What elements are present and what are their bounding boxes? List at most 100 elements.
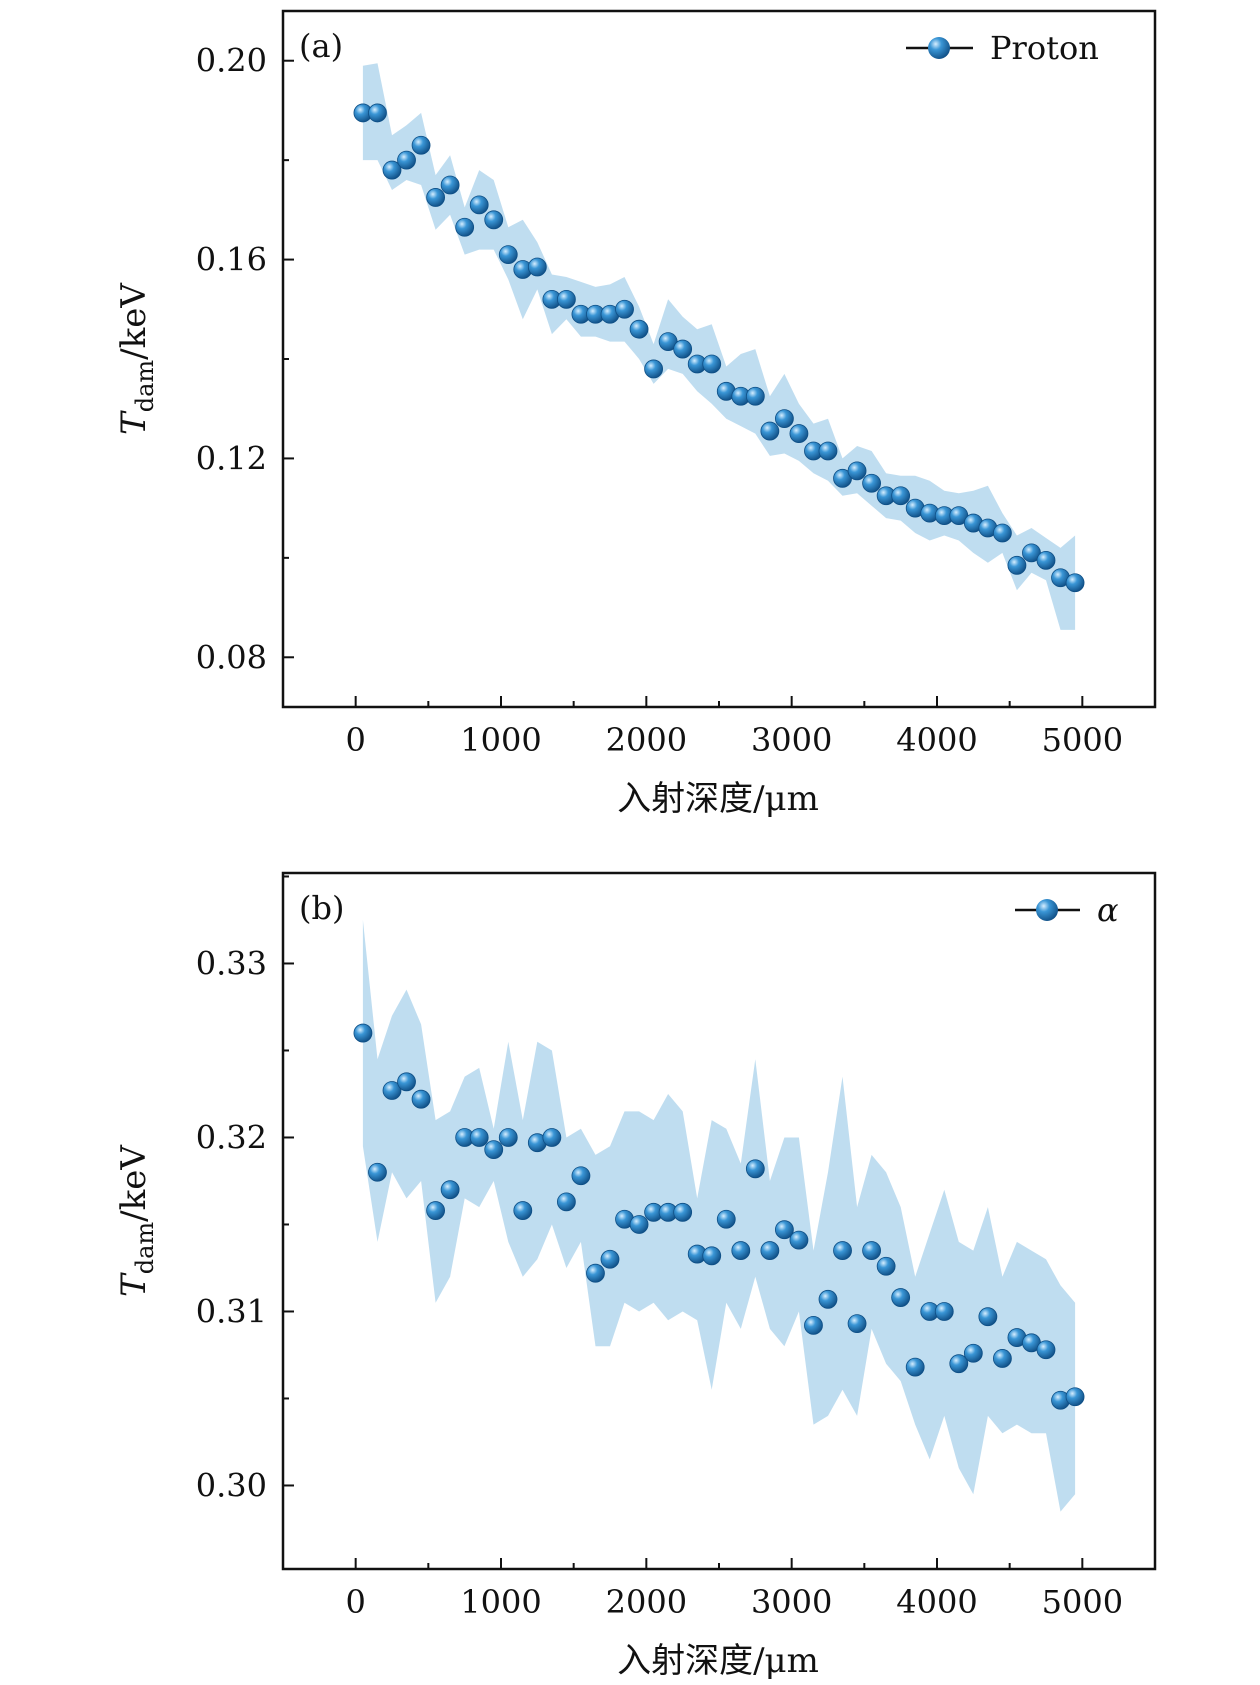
panel-a-data-point (745, 386, 765, 406)
panel-b-data-point (426, 1201, 446, 1220)
panel-b-data-point (600, 1249, 620, 1269)
panel-a-x-tick-label: 3000 (751, 721, 832, 759)
panel-a-data-point-marker (397, 150, 416, 170)
panel-b-y-tick-labels: 0.30 0.31 0.32 0.33 (196, 944, 267, 1504)
panel-b-y-tick-label: 0.31 (196, 1292, 267, 1330)
panel-b-data-point (804, 1316, 823, 1335)
panel-b-y-axis-title: Tdam/keV (114, 1144, 159, 1297)
panel-b-data-point (949, 1354, 969, 1374)
panel-a-data-point (1036, 550, 1056, 570)
panel-a-data-point-marker (382, 160, 402, 180)
panel-a-data-point-marker (644, 359, 663, 379)
panel-b-data-point (745, 1159, 765, 1179)
panel-a-data-point-marker (775, 409, 794, 429)
panel-b-markers (353, 1023, 1085, 1410)
panel-a-data-point (847, 461, 867, 481)
panel-a-markers (353, 103, 1085, 593)
panel-a-data-point (1007, 555, 1027, 575)
panel-b-data-point (891, 1288, 911, 1307)
panel-b-data-point-marker (993, 1349, 1012, 1368)
panel-a-data-point-marker (673, 339, 693, 359)
panel-b-x-tick-label: 4000 (896, 1583, 977, 1621)
panel-b-data-point (498, 1128, 518, 1147)
panel-a-y-axis-title-subscript: dam (131, 360, 159, 413)
panel-a-y-tick-labels: 0.08 0.12 0.16 0.20 (196, 42, 267, 677)
panel-a-data-point-marker (440, 175, 460, 195)
panel-a-data-point-marker (702, 354, 722, 374)
panel-b-data-point (557, 1192, 576, 1212)
panel-a-x-tick-label: 0 (345, 721, 365, 759)
panel-a-data-point-marker (455, 217, 475, 237)
panel-a-data-point (498, 245, 518, 265)
panel-a-data-point-marker (745, 386, 765, 406)
panel-b-data-point (368, 1162, 387, 1182)
panel-b-x-tick-label: 3000 (751, 1583, 832, 1621)
panel-b-data-point (629, 1215, 649, 1234)
panel-b-x-tick-label: 5000 (1042, 1583, 1123, 1621)
panel-b-y-axis-title-subscript: dam (131, 1222, 159, 1275)
panel-a-data-point (1065, 573, 1085, 593)
panel-b-data-point (993, 1349, 1012, 1368)
panel-a-data-point-marker (760, 421, 780, 441)
panel-b-data-point (702, 1246, 722, 1266)
panel-a-x-tick-label: 5000 (1042, 721, 1123, 759)
panel-a-data-point-marker (557, 289, 576, 309)
panel-b-data-point (1065, 1387, 1085, 1407)
panel-b-x-tick-labels: 0 1000 2000 3000 4000 5000 (345, 1583, 1123, 1621)
panel-b-data-point-marker (833, 1241, 852, 1260)
panel-b-data-point (469, 1128, 489, 1147)
panel-a-data-point (760, 421, 780, 441)
panel-b-data-point-marker (789, 1230, 809, 1250)
panel-b-data-point-marker (891, 1288, 911, 1307)
panel-a-axes-frame (281, 9, 1157, 709)
panel-b-chart: 0 1000 2000 3000 4000 5000 0.30 0.31 0.32 0.33 (… (114, 871, 1157, 1681)
panel-b-data-point-marker (731, 1241, 751, 1260)
panel-b-data-point (978, 1307, 998, 1327)
panel-b-data-point-marker (1065, 1387, 1085, 1407)
panel-b-data-point (934, 1302, 954, 1321)
panel-b-data-point (818, 1289, 838, 1309)
panel-a-data-point (615, 299, 634, 319)
panel-b-data-point (673, 1202, 693, 1222)
panel-b-data-point-marker (847, 1314, 867, 1334)
panel-b-data-point (571, 1166, 591, 1186)
panel-b-data-point-marker (934, 1302, 954, 1321)
panel-a-data-point-marker (818, 441, 838, 461)
panel-b-data-point (411, 1089, 431, 1109)
panel-b-data-point (833, 1241, 852, 1260)
panel-b-data-point-marker (804, 1316, 823, 1335)
panel-b-data-point (963, 1343, 983, 1363)
panel-a-data-point (673, 339, 693, 359)
panel-a-data-point (993, 523, 1012, 543)
panel-b-data-point-marker (673, 1202, 693, 1222)
panel-b-data-point-marker (775, 1220, 794, 1240)
panel-a-chart: 0 1000 2000 3000 4000 5000 0.08 0.12 0.16 0.20 (… (114, 9, 1157, 819)
panel-b-x-tick-label: 0 (345, 1583, 365, 1621)
panel-b-data-point-marker (411, 1089, 431, 1109)
panel-a-x-tick-labels: 0 1000 2000 3000 4000 5000 (345, 721, 1123, 759)
panel-b-data-point (789, 1230, 809, 1250)
panel-a-legend-marker (928, 37, 950, 59)
panel-b-data-point-marker (557, 1192, 576, 1212)
panel-a-error-band (362, 63, 1076, 630)
panel-a-y-tick-label: 0.12 (196, 439, 267, 477)
panel-b-data-point (731, 1241, 751, 1260)
panel-a-data-point (862, 473, 881, 493)
panel-a-data-point-marker (847, 461, 867, 481)
panel-b-x-tick-label: 2000 (606, 1583, 687, 1621)
panel-a-data-point-marker (484, 210, 504, 230)
panel-b-data-point-marker (440, 1180, 460, 1200)
panel-b-data-point-marker (542, 1128, 562, 1147)
panel-a-data-point (411, 135, 431, 155)
panel-a-data-point-marker (527, 257, 547, 277)
panel-b-data-point-marker (586, 1263, 605, 1283)
panel-b-data-point (760, 1241, 780, 1260)
panel-b-y-axis-title-symbol: T (114, 1272, 154, 1297)
panel-a-data-point-marker (862, 473, 881, 493)
panel-a-x-tick-label: 4000 (896, 721, 977, 759)
panel-b-data-point (397, 1072, 416, 1092)
panel-b-data-point (862, 1241, 881, 1260)
panel-b-data-point-marker (368, 1162, 387, 1182)
panel-a-x-tick-label: 2000 (606, 721, 687, 759)
